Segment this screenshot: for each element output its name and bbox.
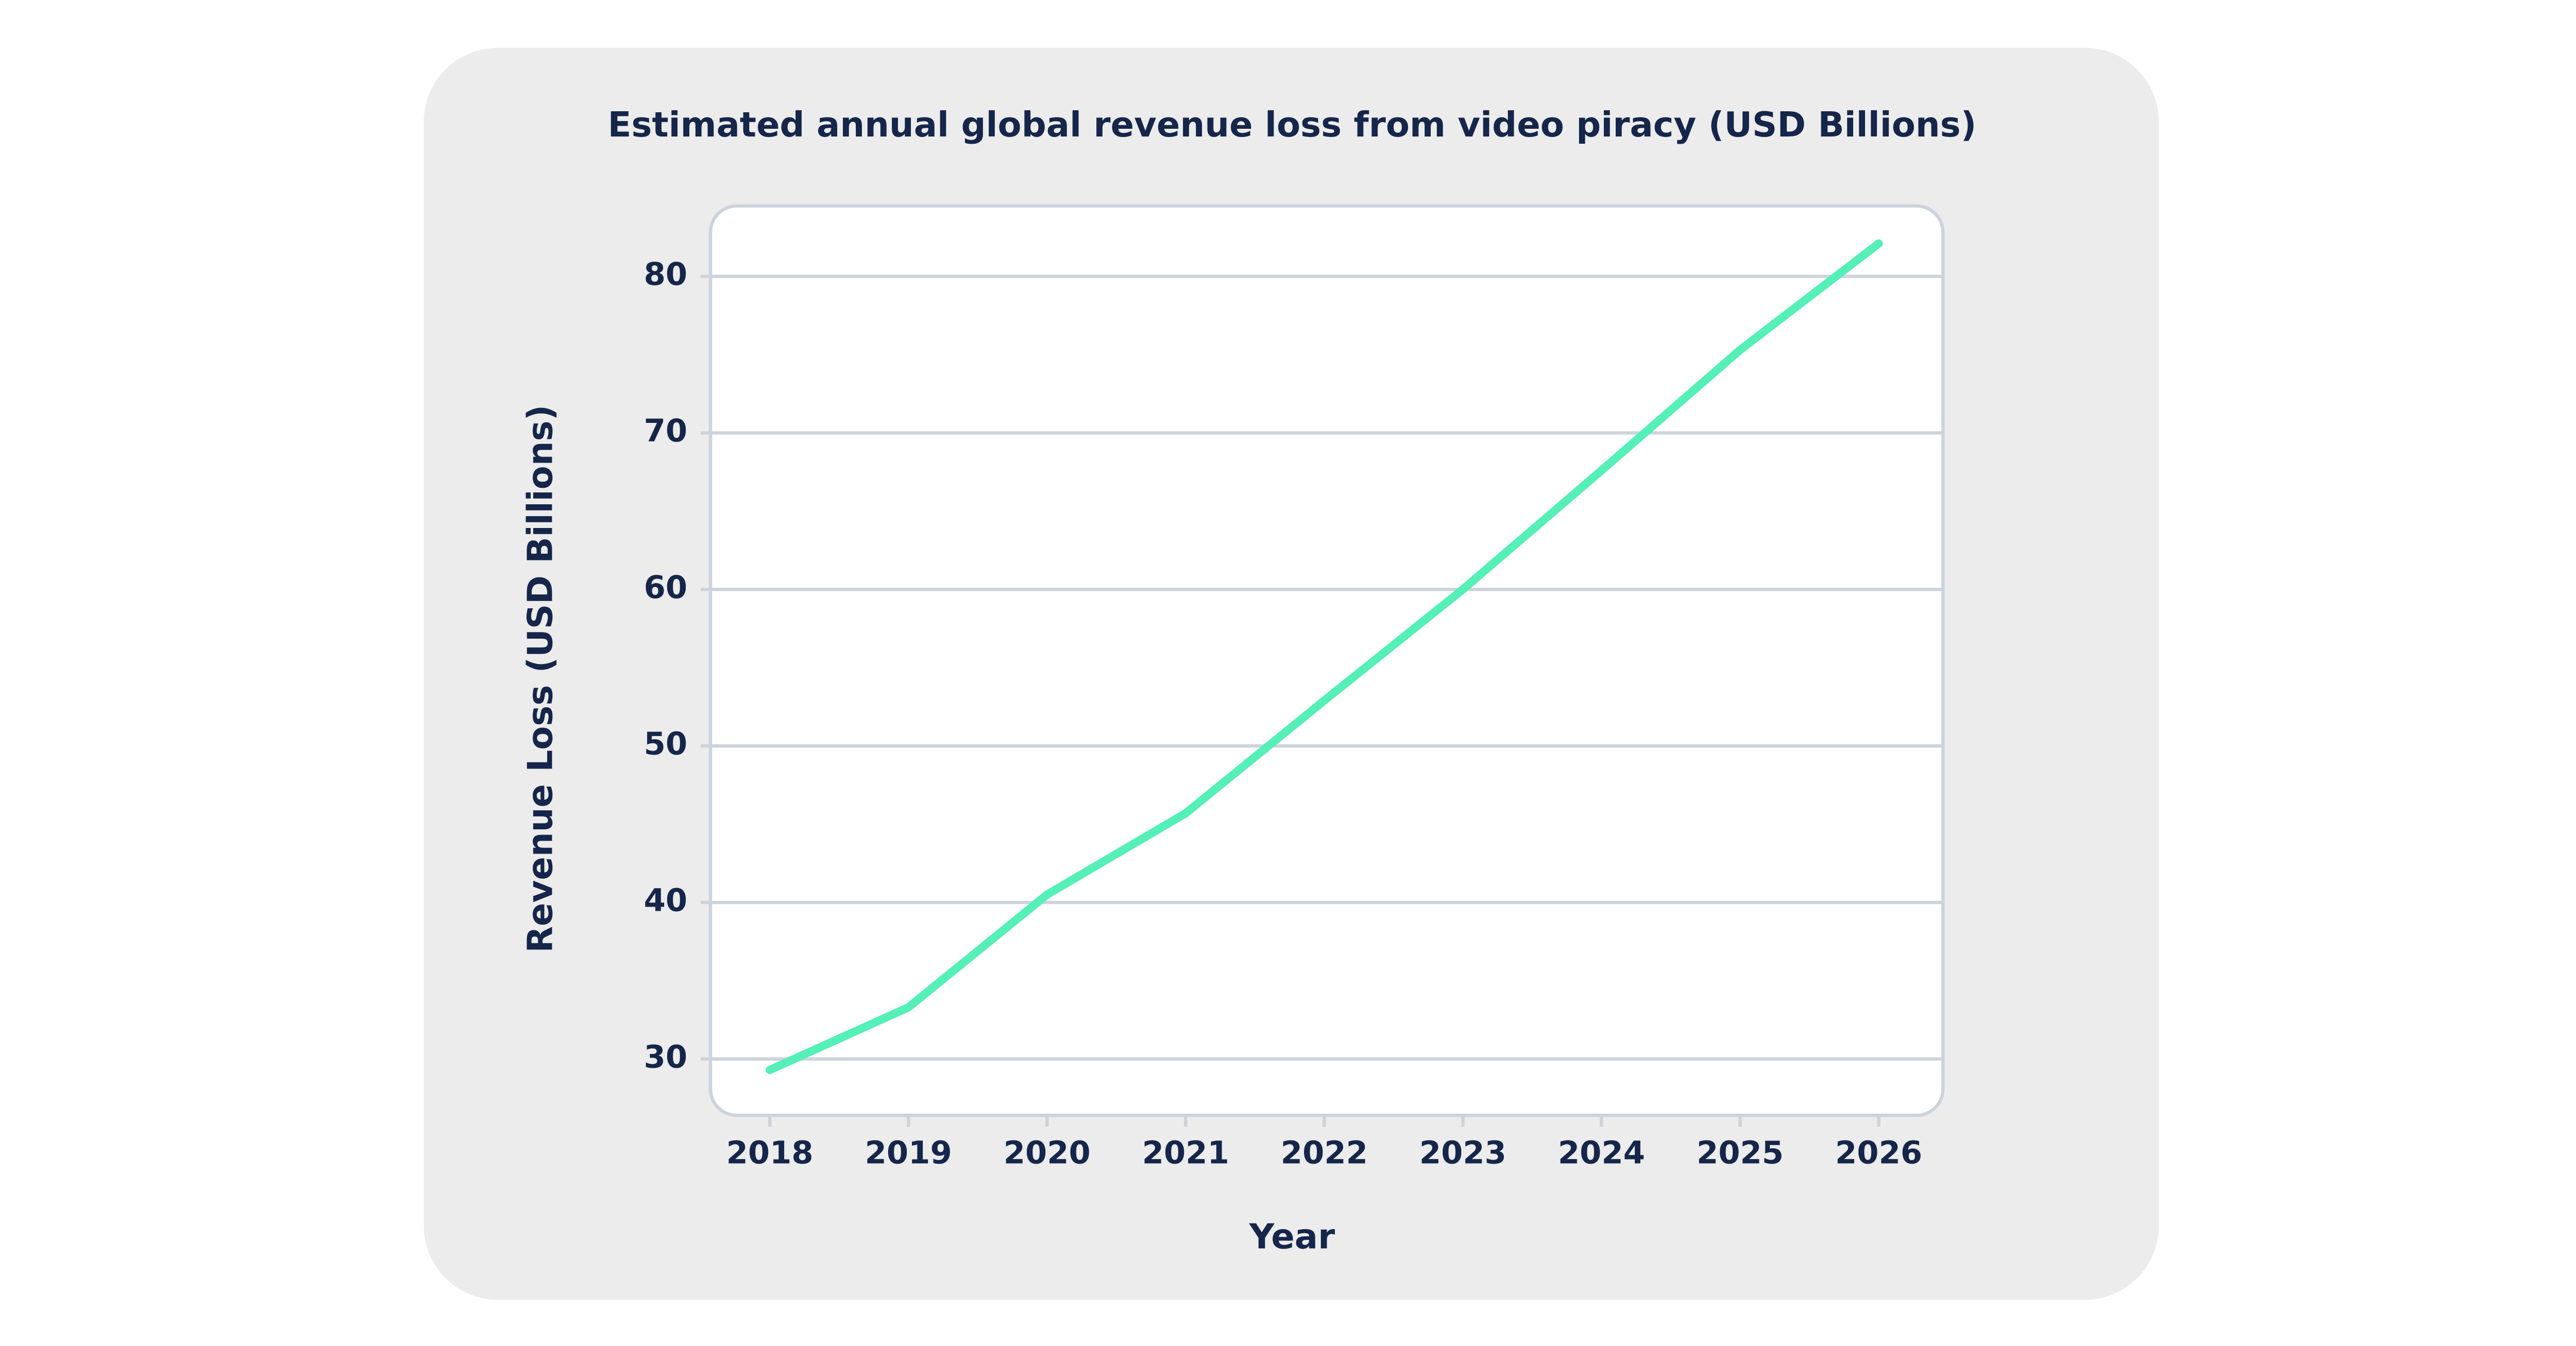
y-tick-label: 40 — [644, 883, 688, 919]
y-tick-label: 70 — [644, 413, 688, 449]
plot-area — [708, 204, 1945, 1117]
x-tick-label: 2025 — [1697, 1135, 1784, 1171]
y-axis-label: Revenue Loss (USD Billions) — [520, 405, 560, 953]
y-tick-label: 30 — [644, 1039, 688, 1075]
y-tick-label: 50 — [644, 726, 688, 762]
x-tick-label: 2026 — [1835, 1135, 1922, 1171]
y-tick-label: 80 — [644, 257, 688, 293]
x-tick-label: 2023 — [1419, 1135, 1506, 1171]
chart-title: Estimated annual global revenue loss fro… — [608, 105, 1977, 145]
x-tick-label: 2021 — [1142, 1135, 1229, 1171]
data-line — [766, 239, 1883, 1075]
x-axis-label: Year — [1249, 1217, 1335, 1257]
x-tick-label: 2022 — [1281, 1135, 1368, 1171]
x-tick-label: 2020 — [1004, 1135, 1091, 1171]
x-tick-label: 2018 — [726, 1135, 814, 1171]
y-tick-label: 60 — [644, 570, 688, 606]
x-tick-label: 2019 — [865, 1135, 952, 1171]
x-tick-label: 2024 — [1558, 1135, 1645, 1171]
